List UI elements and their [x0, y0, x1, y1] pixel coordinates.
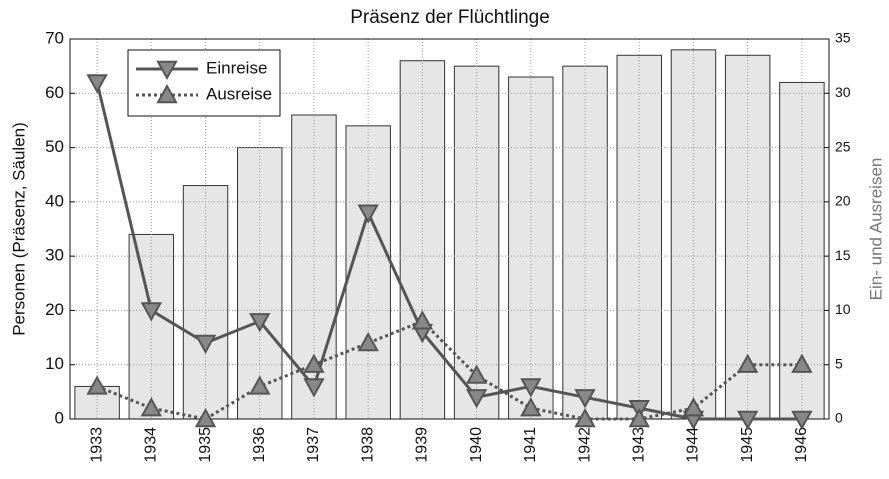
marker	[86, 375, 108, 395]
y-tick-label: 10	[45, 354, 64, 373]
marker	[520, 378, 542, 398]
x-tick-label: 1943	[630, 427, 647, 463]
x-tick-label: 1936	[251, 427, 268, 463]
marker	[303, 353, 325, 373]
line	[95, 82, 802, 421]
y2-tick-label: 0	[835, 410, 843, 426]
marker	[194, 407, 217, 428]
x-tick-label: 1941	[522, 427, 539, 463]
marker	[465, 364, 488, 384]
x-tick-label: 1944	[685, 427, 702, 463]
y-tick-label: 0	[55, 408, 64, 427]
marker	[411, 310, 434, 330]
y2-axis-label: Ein- und Ausreisen	[866, 158, 885, 301]
y-tick-label: 30	[45, 246, 64, 265]
bar	[616, 54, 662, 420]
marker	[249, 313, 271, 333]
y2-tick-label: 35	[835, 30, 851, 46]
x-tick-label: 1939	[414, 427, 431, 463]
marker	[520, 397, 542, 417]
bar	[182, 185, 229, 420]
legend-label: Ausreise	[206, 84, 272, 103]
y2-tick-label: 30	[835, 84, 851, 100]
x-tick-label: 1945	[739, 427, 756, 463]
marker	[682, 397, 705, 417]
x-tick-label: 1942	[576, 427, 593, 463]
line	[96, 319, 802, 421]
legend-box	[127, 49, 281, 117]
marker	[628, 407, 650, 428]
bar	[508, 76, 554, 420]
marker	[194, 334, 217, 355]
legend-marker	[156, 60, 178, 81]
marker	[357, 204, 379, 224]
x-tick-label: 1940	[468, 427, 485, 463]
y-tick-label: 50	[45, 137, 64, 156]
x-tick-label: 1935	[197, 427, 214, 463]
x-tick-label: 1934	[143, 427, 160, 463]
legend-marker	[156, 83, 178, 104]
marker	[249, 375, 271, 395]
y-tick-label: 60	[45, 83, 64, 102]
marker	[574, 407, 596, 428]
marker	[736, 353, 759, 373]
x-tick-label: 1937	[305, 427, 322, 463]
y-tick-label: 70	[45, 28, 64, 47]
y-axis-label: Personen (Präsenz, Säulen)	[9, 122, 28, 336]
x-tick-label: 1938	[359, 427, 376, 463]
x-tick-label: 1946	[793, 427, 810, 463]
y2-tick-label: 25	[835, 138, 851, 154]
marker	[140, 302, 163, 322]
marker	[86, 74, 108, 94]
y-tick-label: 40	[45, 191, 64, 210]
marker	[140, 397, 163, 417]
bar	[128, 233, 175, 420]
marker	[465, 389, 488, 409]
plot-frame	[69, 38, 830, 420]
marker	[791, 353, 813, 373]
y2-tick-label: 20	[835, 193, 851, 209]
chart-title: Präsenz der Flüchtlinge	[350, 7, 550, 28]
y2-tick-label: 10	[835, 301, 851, 317]
y-tick-label: 20	[45, 300, 64, 319]
x-tick-label: 1933	[88, 427, 105, 463]
legend-label: Einreise	[206, 58, 267, 77]
y2-tick-label: 5	[835, 355, 843, 371]
marker	[357, 331, 379, 352]
y2-tick-label: 15	[835, 247, 851, 263]
marker	[736, 410, 759, 431]
marker	[303, 378, 325, 398]
marker	[791, 410, 813, 431]
marker	[574, 389, 596, 409]
